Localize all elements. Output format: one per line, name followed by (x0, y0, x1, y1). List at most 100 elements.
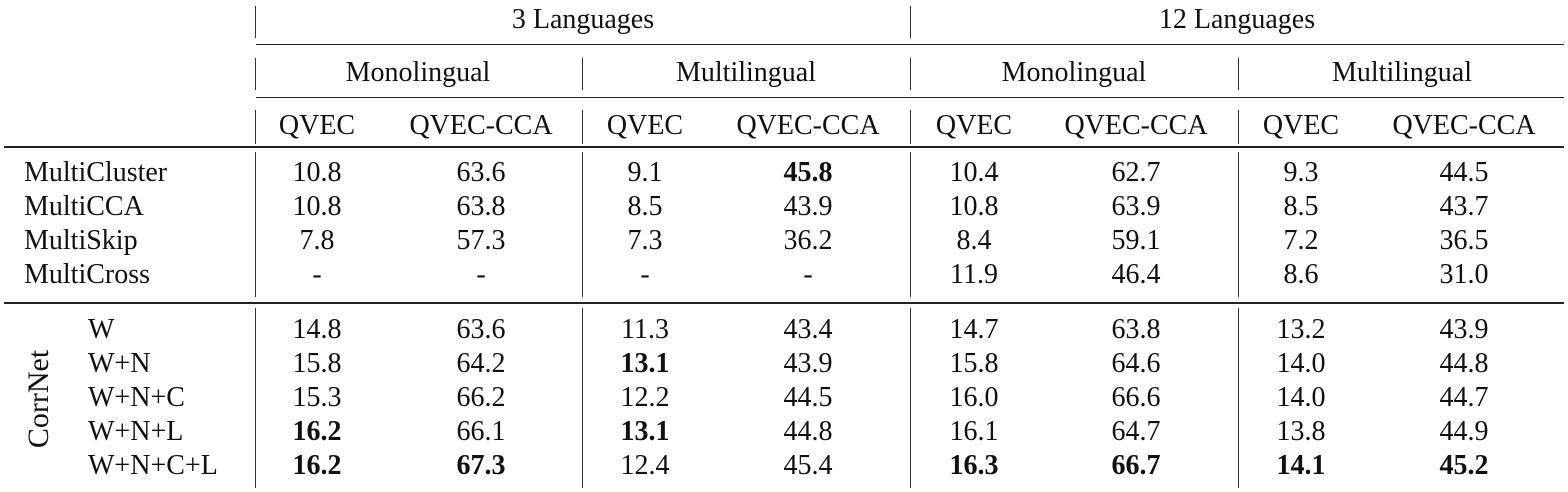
score-cell: 9.3 (1283, 157, 1319, 188)
score-cell: 16.3 (949, 450, 999, 481)
score-cell: 11.3 (621, 314, 669, 345)
score-cell: 43.9 (783, 191, 833, 222)
score-cell: 36.5 (1439, 225, 1489, 256)
score-cell: 64.2 (456, 348, 506, 379)
score-cell: 14.0 (1276, 348, 1326, 379)
metric-header: QVEC (606, 110, 684, 141)
header-bottom-rule (4, 146, 1564, 148)
score-cell: 13.1 (620, 348, 670, 379)
header-rule-languages (256, 44, 1564, 45)
col-rule-2 (582, 110, 583, 144)
score-cell: - (476, 259, 486, 290)
metric-header: QVEC (278, 110, 356, 141)
row-label: MultiSkip (24, 225, 138, 256)
score-cell: 12.4 (620, 450, 670, 481)
score-cell: 7.2 (1283, 225, 1319, 256)
metric-header: QVEC (1262, 110, 1340, 141)
score-cell: 15.8 (292, 348, 342, 379)
score-cell: 16.2 (292, 450, 342, 481)
score-cell: 44.5 (1439, 157, 1489, 188)
score-cell: 8.5 (627, 191, 663, 222)
col-rule-3 (910, 58, 911, 90)
col-rule-3 (910, 6, 911, 38)
score-cell: 12.2 (620, 382, 670, 413)
score-cell: 43.4 (783, 314, 833, 345)
col-rule-4 (1238, 152, 1239, 297)
score-cell: 7.8 (299, 225, 335, 256)
score-cell: 8.6 (1283, 259, 1319, 290)
score-cell: 45.4 (783, 450, 833, 481)
header-rule-subgroups (256, 97, 1564, 98)
metric-header: QVEC-CCA (1064, 110, 1208, 141)
subgroup-header: Monolingual (1001, 57, 1147, 88)
score-cell: 63.6 (456, 157, 506, 188)
score-cell: 36.2 (783, 225, 833, 256)
subgroup-header: Multilingual (676, 57, 816, 88)
row-label: MultiCluster (24, 157, 168, 188)
score-cell: 11.9 (950, 259, 998, 290)
row-label: MultiCross (24, 259, 151, 290)
group-header-3-languages: 3 Languages (511, 4, 655, 35)
col-rule-1 (255, 110, 256, 144)
score-cell: 64.7 (1111, 416, 1161, 447)
col-rule-2 (582, 152, 583, 297)
subgroup-header: Multilingual (1332, 57, 1472, 88)
col-rule-2 (582, 308, 583, 488)
subgroup-header: Monolingual (345, 57, 491, 88)
score-cell: 15.3 (292, 382, 342, 413)
col-rule-3 (910, 110, 911, 144)
score-cell: 14.1 (1276, 450, 1326, 481)
score-cell: 15.8 (949, 348, 999, 379)
metric-header: QVEC-CCA (1392, 110, 1536, 141)
corrnet-group-label: CorrNet (22, 349, 55, 449)
score-cell: 44.7 (1439, 382, 1489, 413)
score-cell: 8.4 (956, 225, 992, 256)
score-cell: 10.8 (292, 157, 342, 188)
metric-header: QVEC (935, 110, 1013, 141)
score-cell: 66.6 (1111, 382, 1161, 413)
col-rule-1 (255, 308, 256, 488)
score-cell: 63.8 (1111, 314, 1161, 345)
score-cell: 9.1 (627, 157, 663, 188)
row-label: W (88, 314, 115, 345)
score-cell: 46.4 (1111, 259, 1161, 290)
score-cell: 67.3 (456, 450, 506, 481)
score-cell: 66.1 (456, 416, 506, 447)
col-rule-3 (910, 308, 911, 488)
row-label: MultiCCA (24, 191, 144, 222)
score-cell: 10.4 (949, 157, 999, 188)
score-cell: - (640, 259, 650, 290)
score-cell: 66.2 (456, 382, 506, 413)
metric-header: QVEC-CCA (736, 110, 880, 141)
score-cell: 13.8 (1276, 416, 1326, 447)
score-cell: 43.9 (783, 348, 833, 379)
score-cell: 16.2 (292, 416, 342, 447)
score-cell: 57.3 (456, 225, 506, 256)
score-cell: 31.0 (1439, 259, 1489, 290)
score-cell: 44.5 (783, 382, 833, 413)
col-rule-4 (1238, 58, 1239, 90)
score-cell: 7.3 (627, 225, 663, 256)
col-rule-1 (255, 6, 256, 38)
score-cell: 43.7 (1439, 191, 1489, 222)
score-cell: 63.9 (1111, 191, 1161, 222)
score-cell: 16.1 (949, 416, 999, 447)
score-cell: 44.9 (1439, 416, 1489, 447)
score-cell: 62.7 (1111, 157, 1161, 188)
score-cell: 63.8 (456, 191, 506, 222)
score-cell: 45.8 (783, 157, 833, 188)
score-cell: 14.7 (949, 314, 999, 345)
score-cell: 8.5 (1283, 191, 1319, 222)
score-cell: 64.6 (1111, 348, 1161, 379)
row-label: W+N+C+L (88, 450, 218, 481)
score-cell: 14.0 (1276, 382, 1326, 413)
col-rule-1 (255, 58, 256, 90)
score-cell: 44.8 (1439, 348, 1489, 379)
row-label: W+N+L (88, 416, 184, 447)
score-cell: 43.9 (1439, 314, 1489, 345)
score-cell: 13.2 (1276, 314, 1326, 345)
col-rule-1 (255, 152, 256, 297)
score-cell: 14.8 (292, 314, 342, 345)
score-cell: 10.8 (949, 191, 999, 222)
col-rule-4 (1238, 110, 1239, 144)
